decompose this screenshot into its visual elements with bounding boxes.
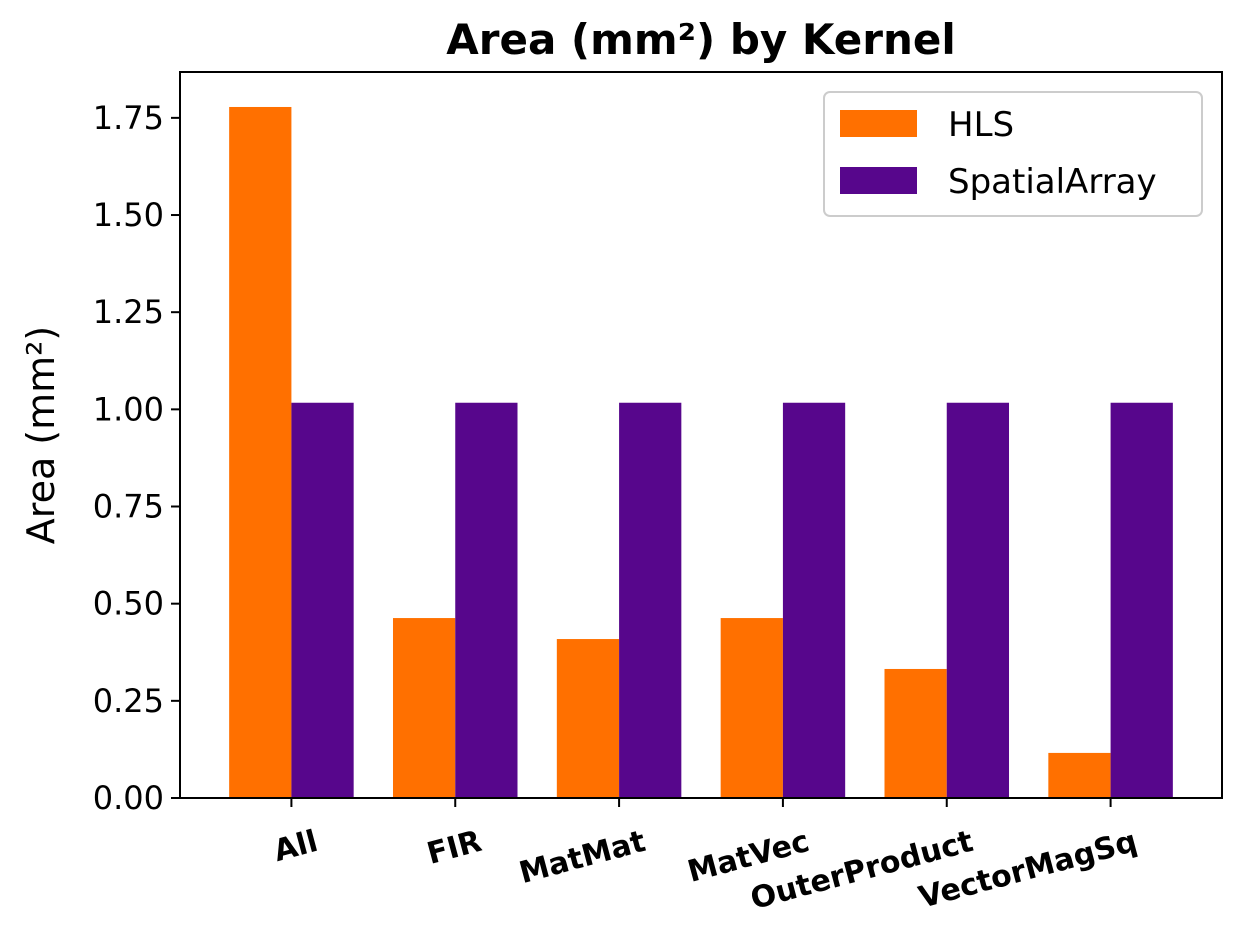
- bar-spatialarray-fir: [455, 402, 518, 798]
- legend-swatch-spatialarray: [840, 167, 917, 194]
- y-tick-label: 1.50: [93, 196, 164, 234]
- x-tick-label: FIR: [423, 824, 485, 872]
- bar-hls-outerproduct: [884, 668, 947, 798]
- y-tick-label: 0.00: [93, 779, 164, 817]
- bar-spatialarray-vectormagsq: [1110, 402, 1173, 798]
- bar-hls-matmat: [556, 639, 620, 798]
- bar-spatialarray-matmat: [619, 402, 682, 798]
- x-tick-label: All: [270, 824, 321, 869]
- y-tick-label: 1.00: [93, 390, 164, 428]
- bar-spatialarray-matvec: [782, 402, 846, 798]
- chart-title: Area (mm²) by Kernel: [446, 15, 955, 64]
- bar-hls-vectormagsq: [1048, 752, 1111, 798]
- bar-hls-fir: [392, 618, 456, 798]
- x-tick-label: MatMat: [516, 824, 650, 891]
- legend-label-hls: HLS: [948, 105, 1014, 145]
- y-tick-label: 0.75: [93, 488, 164, 526]
- legend: HLS SpatialArray: [823, 91, 1203, 217]
- y-axis-label: Area (mm²): [19, 326, 63, 544]
- y-tick-label: 1.75: [93, 99, 164, 137]
- legend-swatch-hls: [840, 110, 917, 137]
- bar-hls-all: [229, 106, 292, 799]
- bar-spatialarray-outerproduct: [946, 402, 1010, 798]
- bar-spatialarray-all: [291, 402, 354, 798]
- legend-box: [823, 91, 1203, 217]
- legend-label-spatialarray: SpatialArray: [948, 162, 1157, 202]
- plot-frame: [179, 71, 1223, 799]
- y-tick-label: 0.25: [93, 682, 164, 720]
- y-tick-label: 1.25: [93, 293, 164, 331]
- bar-hls-matvec: [720, 618, 783, 798]
- y-tick-label: 0.50: [93, 585, 164, 623]
